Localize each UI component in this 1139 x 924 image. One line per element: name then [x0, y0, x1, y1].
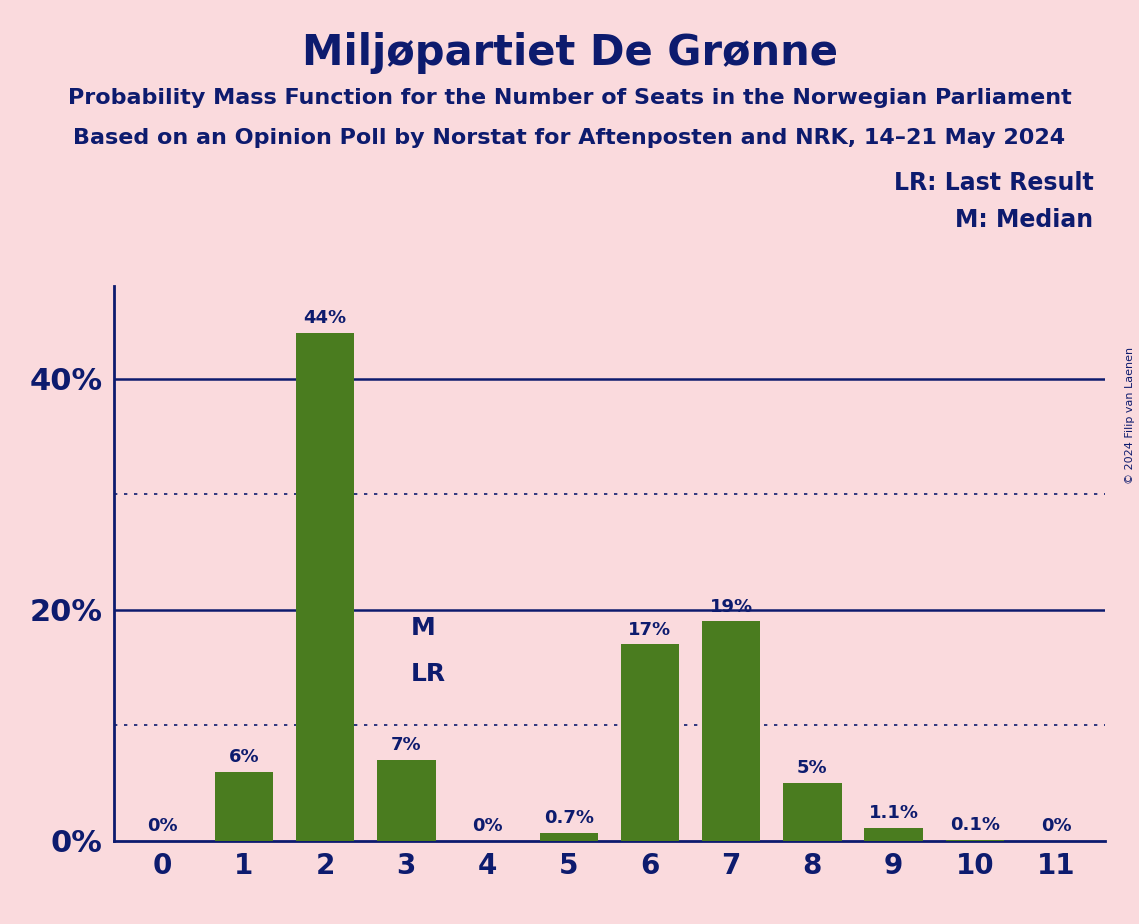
Text: LR: LR	[410, 662, 445, 686]
Text: Miljøpartiet De Grønne: Miljøpartiet De Grønne	[302, 32, 837, 74]
Bar	[784, 784, 842, 841]
Bar	[945, 840, 1005, 841]
Text: 0%: 0%	[473, 817, 502, 835]
Text: LR: Last Result: LR: Last Result	[894, 171, 1093, 195]
Text: © 2024 Filip van Laenen: © 2024 Filip van Laenen	[1125, 347, 1134, 484]
Text: M: Median: M: Median	[956, 208, 1093, 232]
Text: 17%: 17%	[629, 621, 672, 638]
Bar	[377, 760, 435, 841]
Text: 5%: 5%	[797, 760, 828, 777]
Text: 7%: 7%	[391, 736, 421, 754]
Text: Probability Mass Function for the Number of Seats in the Norwegian Parliament: Probability Mass Function for the Number…	[67, 88, 1072, 108]
Bar	[621, 645, 679, 841]
Text: M: M	[410, 615, 435, 639]
Bar	[214, 772, 273, 841]
Text: 0%: 0%	[147, 817, 178, 835]
Text: 19%: 19%	[710, 598, 753, 615]
Bar	[865, 828, 923, 841]
Text: 1.1%: 1.1%	[869, 805, 919, 822]
Bar	[296, 333, 354, 841]
Bar	[702, 621, 761, 841]
Text: 44%: 44%	[303, 309, 346, 327]
Text: Based on an Opinion Poll by Norstat for Aftenposten and NRK, 14–21 May 2024: Based on an Opinion Poll by Norstat for …	[73, 128, 1066, 148]
Text: 0.7%: 0.7%	[543, 809, 593, 827]
Bar	[540, 833, 598, 841]
Text: 0%: 0%	[1041, 817, 1072, 835]
Text: 6%: 6%	[229, 748, 260, 766]
Text: 0.1%: 0.1%	[950, 816, 1000, 833]
